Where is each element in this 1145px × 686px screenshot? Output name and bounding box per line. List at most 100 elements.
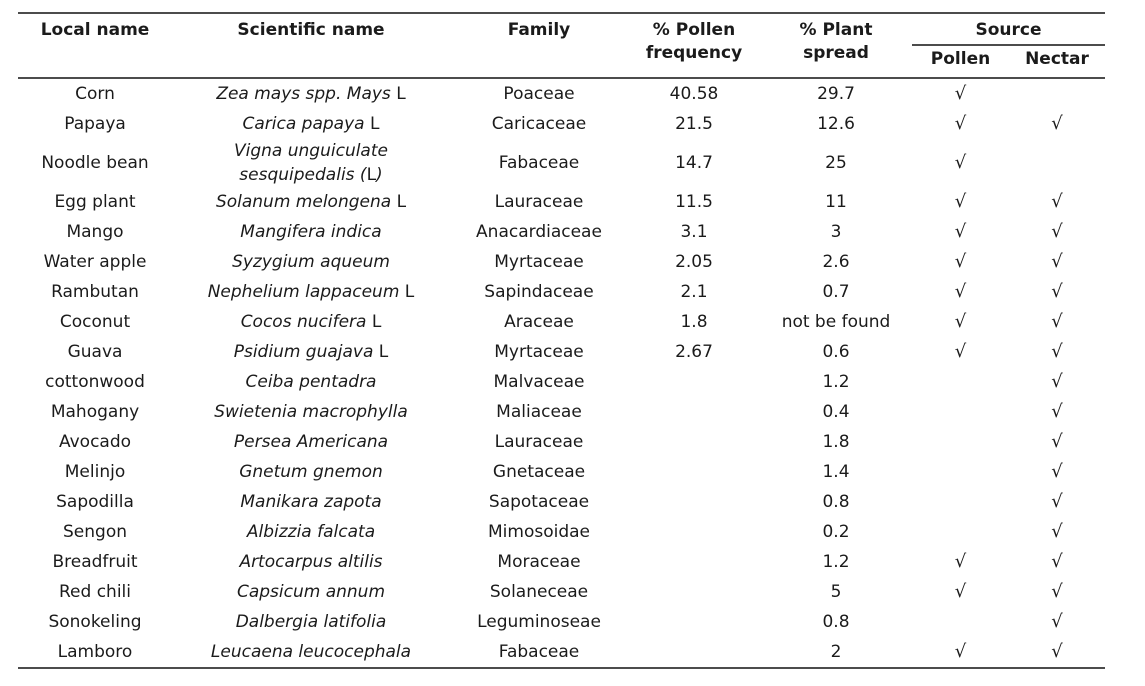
col-header-family: Family xyxy=(450,13,628,78)
cell-scientific-name: Ceiba pentadra xyxy=(245,372,377,392)
cell-source-pollen xyxy=(912,397,1009,427)
cell-plant-spread: 2 xyxy=(830,642,842,662)
cell-family: Lauraceae xyxy=(494,192,584,212)
cell-plant-spread: 12.6 xyxy=(817,114,855,134)
cell-source-nectar: √ xyxy=(1009,367,1105,397)
cell-pollen-frequency: 1.8 xyxy=(680,312,708,332)
cell-family: Araceae xyxy=(504,312,574,332)
cell-source-pollen: √ xyxy=(912,547,1009,577)
check-icon: √ xyxy=(1051,341,1063,362)
cell-source-pollen: √ xyxy=(912,247,1009,277)
cell-family: Sapindaceae xyxy=(484,282,594,302)
cell-source-nectar: √ xyxy=(1009,307,1105,337)
cell-source-nectar: √ xyxy=(1009,637,1105,668)
header-row-2: Pollen Nectar xyxy=(18,45,1105,78)
cell-family: Fabaceae xyxy=(498,153,580,173)
header-row-1: Local name Scientific name Family % Poll… xyxy=(18,13,1105,63)
cell-plant-spread: 2.6 xyxy=(822,252,850,272)
cell-plant-spread: 1.2 xyxy=(822,372,850,392)
cell-source-nectar: √ xyxy=(1009,187,1105,217)
col-header-plant-spread: % Plant spread xyxy=(760,13,912,78)
cell-scientific-name: Solanum melongena L xyxy=(215,192,407,212)
cell-pollen-frequency: 14.7 xyxy=(675,153,713,173)
cell-family: Sapotaceae xyxy=(488,492,590,512)
cell-local-name: Breadfruit xyxy=(52,552,138,572)
cell-source-nectar: √ xyxy=(1009,217,1105,247)
cell-local-name: Sapodilla xyxy=(56,492,134,512)
cell-source-pollen: √ xyxy=(912,139,1009,187)
cell-local-name: Corn xyxy=(75,84,115,104)
cell-source-pollen: √ xyxy=(912,78,1009,109)
cell-scientific-name: Persea Americana xyxy=(233,432,389,452)
cell-source-pollen: √ xyxy=(912,637,1009,668)
cell-family: Anacardiaceae xyxy=(476,222,602,242)
col-header-source-nectar-label: Nectar xyxy=(1025,49,1089,69)
check-icon: √ xyxy=(1051,251,1063,272)
check-icon: √ xyxy=(1051,113,1063,134)
cell-source-nectar: √ xyxy=(1009,337,1105,367)
col-header-plant-spread-label: % Plant spread xyxy=(799,20,873,63)
cell-family: Myrtaceae xyxy=(494,252,584,272)
table-row: Water apple Syzygium aqueum Myrtaceae 2.05 2… xyxy=(18,247,1105,277)
cell-pollen-frequency xyxy=(628,637,760,668)
cell-source-nectar: √ xyxy=(1009,457,1105,487)
cell-source-nectar: √ xyxy=(1009,277,1105,307)
cell-plant-spread: 0.4 xyxy=(822,402,850,422)
table-row: Sapodilla Manikara zapota Sapotaceae 0.8 √ xyxy=(18,487,1105,517)
cell-pollen-frequency xyxy=(628,577,760,607)
table-row: Red chili Capsicum annum Solaneceae 5 √ √ xyxy=(18,577,1105,607)
col-header-source-group: Source xyxy=(912,13,1105,46)
cell-plant-spread: 1.2 xyxy=(822,552,850,572)
check-icon: √ xyxy=(1051,401,1063,422)
check-icon: √ xyxy=(1051,521,1063,542)
check-icon: √ xyxy=(954,551,967,572)
cell-local-name: Water apple xyxy=(43,252,147,272)
cell-plant-spread: 5 xyxy=(830,582,842,602)
cell-source-pollen xyxy=(912,487,1009,517)
col-header-pollen-frequency: % Pollen frequency xyxy=(628,13,760,78)
check-icon: √ xyxy=(1051,461,1063,482)
check-icon: √ xyxy=(954,191,967,212)
col-header-local-name-label: Local name xyxy=(40,20,150,40)
cell-source-nectar: √ xyxy=(1009,487,1105,517)
cell-pollen-frequency xyxy=(628,487,760,517)
check-icon: √ xyxy=(1051,611,1063,632)
check-icon: √ xyxy=(1051,641,1063,662)
cell-local-name: Sonokeling xyxy=(48,612,142,632)
cell-source-nectar xyxy=(1009,78,1105,109)
cell-scientific-name: Nephelium lappaceum L xyxy=(207,282,415,302)
cell-scientific-name: Albizzia falcata xyxy=(246,522,376,542)
cell-source-pollen: √ xyxy=(912,577,1009,607)
cell-family: Malvaceae xyxy=(493,372,585,392)
table-row: Melinjo Gnetum gnemon Gnetaceae 1.4 √ xyxy=(18,457,1105,487)
cell-source-nectar: √ xyxy=(1009,517,1105,547)
check-icon: √ xyxy=(1051,581,1063,602)
cell-plant-spread: 0.8 xyxy=(822,612,850,632)
cell-plant-spread: 0.7 xyxy=(822,282,850,302)
cell-source-pollen: √ xyxy=(912,217,1009,247)
cell-family: Mimosoidae xyxy=(488,522,590,542)
cell-plant-spread: 1.8 xyxy=(822,432,850,452)
check-icon: √ xyxy=(954,581,967,602)
cell-pollen-frequency: 2.1 xyxy=(680,282,708,302)
cell-family: Leguminoseae xyxy=(477,612,601,632)
table-row: Mango Mangifera indica Anacardiaceae 3.1 3 √ √ xyxy=(18,217,1105,247)
cell-source-pollen: √ xyxy=(912,337,1009,367)
check-icon: √ xyxy=(954,641,967,662)
col-header-pollen-frequency-label: % Pollen frequency xyxy=(645,20,743,63)
table-row: Corn Zea mays spp. Mays L Poaceae 40.58 29.7… xyxy=(18,78,1105,109)
cell-plant-spread: 11 xyxy=(825,192,847,212)
cell-source-pollen: √ xyxy=(912,109,1009,139)
table-row: Lamboro Leucaena leucocephala Fabaceae 2 √ √ xyxy=(18,637,1105,668)
cell-source-pollen xyxy=(912,427,1009,457)
table-row: Sengon Albizzia falcata Mimosoidae 0.2 √ xyxy=(18,517,1105,547)
cell-pollen-frequency xyxy=(628,517,760,547)
table-row: Coconut Cocos nucifera L Araceae 1.8 not be … xyxy=(18,307,1105,337)
col-header-family-label: Family xyxy=(507,20,571,40)
cell-scientific-name: Psidium guajava L xyxy=(233,342,389,362)
cell-family: Poaceae xyxy=(503,84,575,104)
cell-family: Myrtaceae xyxy=(494,342,584,362)
cell-source-pollen xyxy=(912,457,1009,487)
cell-local-name: Papaya xyxy=(64,114,126,134)
cell-source-nectar: √ xyxy=(1009,577,1105,607)
